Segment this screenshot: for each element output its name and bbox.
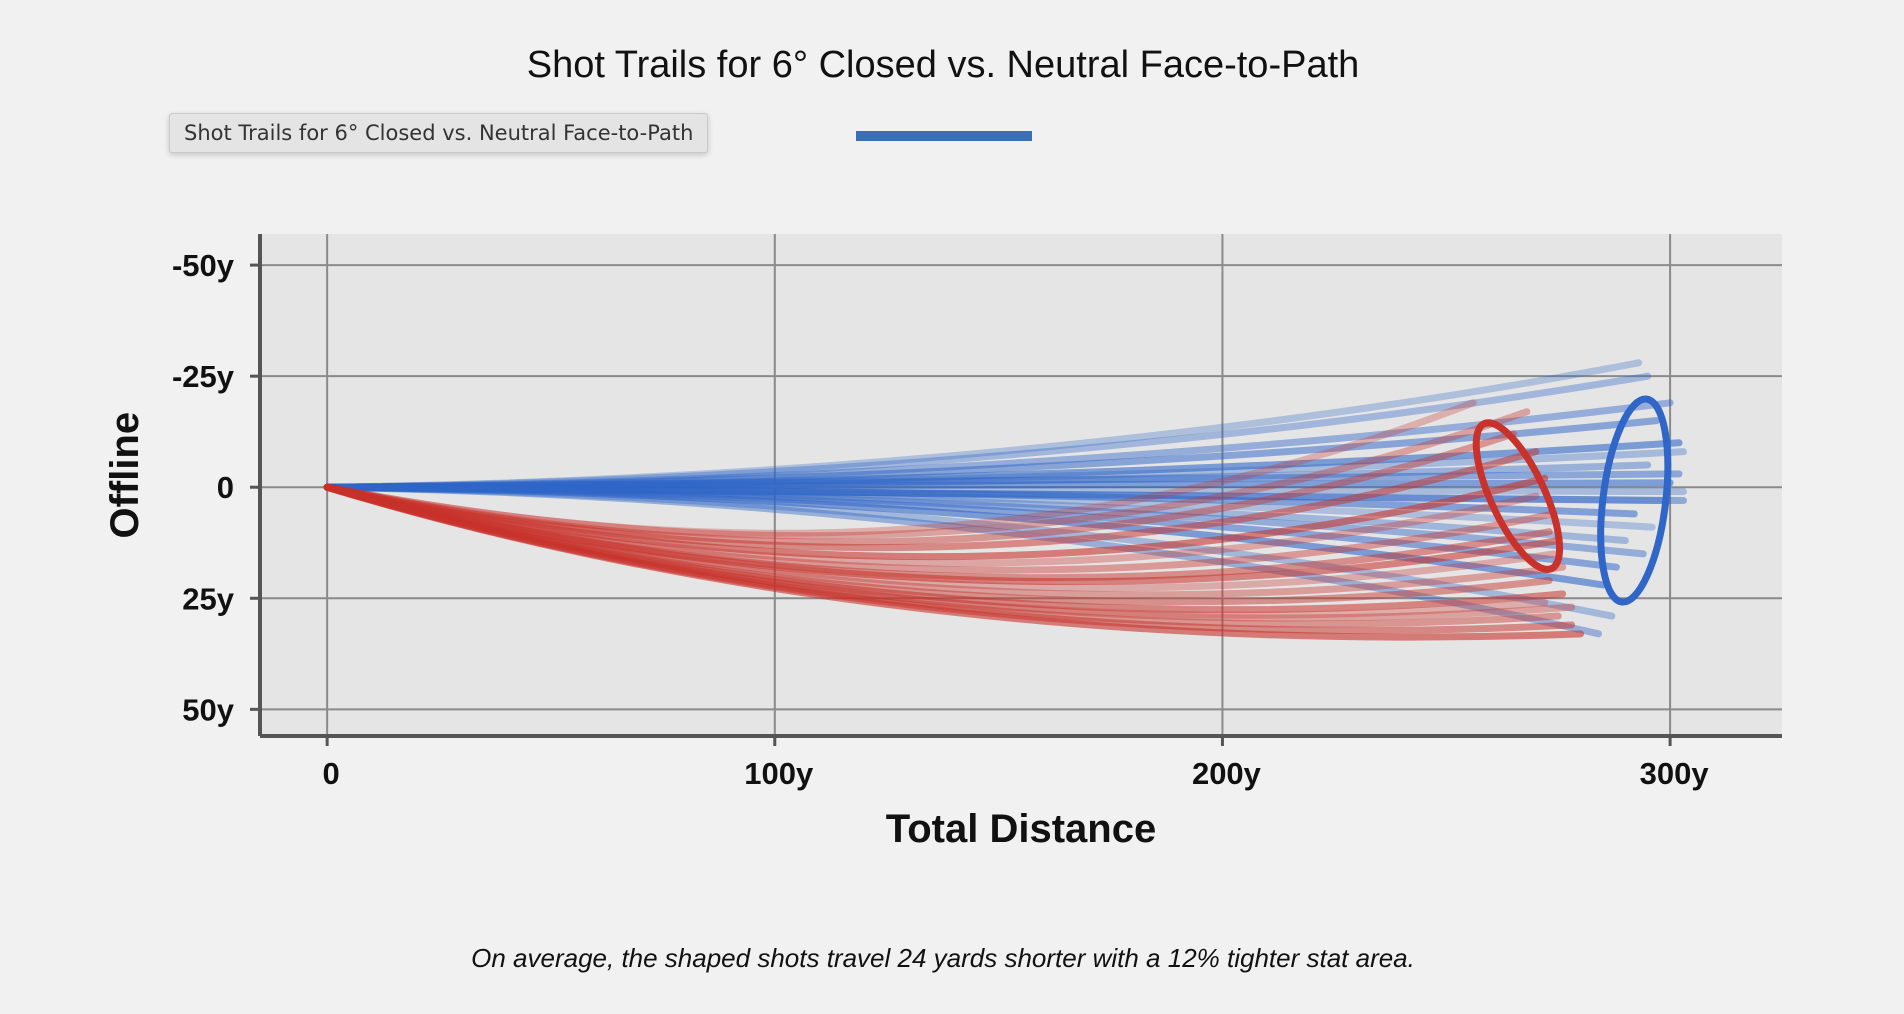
- closed-trail: [323, 474, 1549, 561]
- neutral-dispersion-ellipse: [1597, 395, 1672, 606]
- y-tick-label: 25y: [182, 581, 234, 616]
- x-tick-label: 300y: [1640, 756, 1710, 791]
- x-axis-title: Total Distance: [886, 807, 1156, 851]
- shot-trails-chart: -50y -25y 0 25y 50y 0 100y 200y 300y Total Distan…: [103, 234, 1782, 851]
- y-tick-label: 50y: [182, 692, 234, 727]
- chart-caption: On average, the shaped shots travel 24 y…: [471, 943, 1415, 973]
- closed-trail: [323, 483, 1585, 641]
- chart-title: Shot Trails for 6° Closed vs. Neutral Fa…: [526, 44, 1360, 86]
- x-tick-label: 0: [323, 756, 340, 791]
- neutral-trail: [323, 483, 1616, 620]
- y-axis-title: Offline: [103, 412, 147, 539]
- y-tick-label: 0: [217, 470, 234, 505]
- title-tooltip: Shot Trails for 6° Closed vs. Neutral Fa…: [169, 113, 709, 153]
- closed-trail: [323, 483, 1562, 586]
- x-tick-label: 100y: [744, 756, 814, 791]
- y-tick-label: -25y: [172, 359, 235, 394]
- x-tick-label: 200y: [1192, 756, 1262, 791]
- y-tick-label: -50y: [172, 248, 235, 283]
- legend-swatch-neutral: [856, 131, 1032, 141]
- neutral-trail: [323, 483, 1602, 638]
- closed-dispersion-ellipse: [1472, 419, 1564, 573]
